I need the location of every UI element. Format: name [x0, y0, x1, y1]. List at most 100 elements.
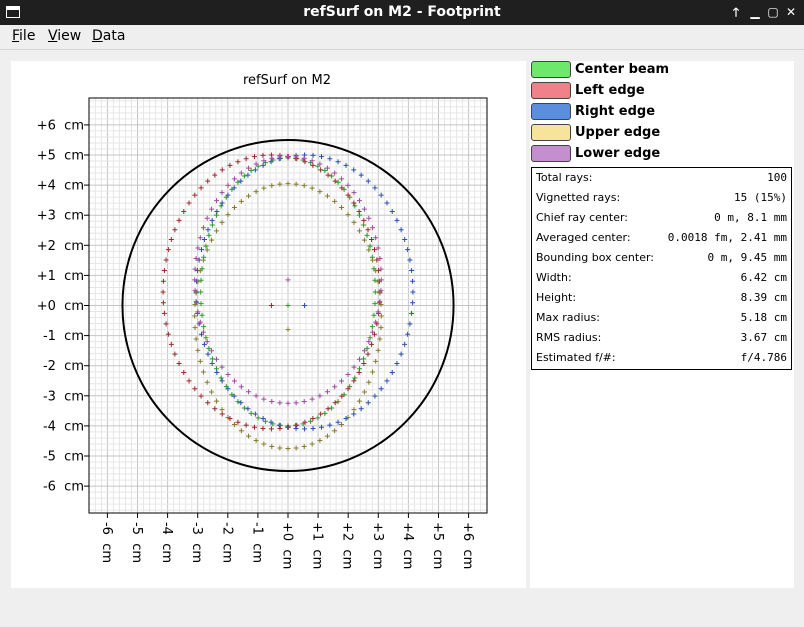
data-point	[277, 181, 283, 187]
menu-data[interactable]: Data	[92, 28, 126, 44]
stat-label: Height:	[536, 291, 577, 304]
data-point	[269, 443, 275, 449]
data-point	[352, 203, 358, 209]
data-point	[309, 158, 315, 164]
data-point	[335, 179, 341, 185]
title-bar[interactable]: refSurf on M2 - Footprint 🡑 ▁ ▢ ✕	[0, 0, 804, 25]
data-point	[302, 159, 308, 165]
data-point	[369, 324, 375, 330]
data-point	[365, 351, 371, 357]
data-point	[373, 319, 379, 325]
data-point	[200, 225, 206, 231]
data-point	[356, 208, 362, 214]
data-point	[172, 227, 178, 233]
stat-value: 0.0018 fm, 2.41 mm	[667, 231, 787, 244]
data-point	[192, 277, 198, 283]
data-point	[293, 425, 299, 431]
data-point	[358, 406, 364, 412]
data-point	[370, 225, 376, 231]
data-point	[277, 445, 283, 451]
data-point	[310, 415, 316, 421]
data-point	[192, 325, 198, 331]
stat-row: Height: 8.39 cm	[532, 288, 791, 308]
aperture-circle	[121, 138, 455, 473]
data-point	[195, 279, 201, 285]
stat-value: 6.42 cm	[740, 271, 787, 284]
data-point	[370, 257, 376, 263]
x-tick-label: -3 cm	[189, 522, 204, 563]
data-point	[332, 178, 338, 184]
close-icon[interactable]: ✕	[785, 5, 797, 19]
minimize-icon[interactable]: ▁	[750, 5, 760, 19]
data-point	[309, 396, 315, 402]
data-point	[165, 247, 171, 253]
x-tick-label: -1 cm	[249, 522, 264, 563]
data-point	[238, 384, 244, 390]
menu-view[interactable]: View	[48, 28, 82, 44]
data-point	[255, 415, 261, 421]
stat-value: 15 (15%)	[734, 191, 787, 204]
data-point	[373, 268, 379, 274]
data-point	[219, 378, 225, 384]
data-point	[351, 378, 357, 384]
data-point	[176, 361, 182, 367]
data-point	[200, 257, 206, 263]
data-point	[375, 347, 381, 353]
data-point	[358, 172, 364, 178]
y-tick-label: +6 cm	[37, 118, 84, 133]
x-tick-label: -6 cm	[99, 522, 114, 563]
data-point	[253, 161, 259, 167]
data-point	[365, 227, 371, 233]
data-point	[200, 329, 206, 335]
data-point	[293, 154, 299, 160]
data-point	[332, 428, 338, 434]
footprint-chart[interactable]: refSurf on M2 +6 cm +5 cm +4 cm +3 cm +2 cm +…	[11, 61, 526, 588]
data-point	[369, 341, 375, 347]
window-menu-icon[interactable]	[6, 6, 20, 18]
data-point	[324, 433, 330, 439]
data-point	[168, 237, 174, 243]
data-point	[277, 154, 283, 160]
data-point	[251, 424, 257, 430]
stat-value: 3.67 cm	[740, 331, 787, 344]
data-point	[192, 386, 198, 392]
legend-swatch	[531, 103, 571, 120]
data-point	[219, 190, 225, 196]
data-point	[196, 257, 202, 263]
data-point	[317, 393, 323, 399]
legend-swatch	[531, 145, 571, 162]
data-point	[375, 279, 381, 285]
data-point	[345, 212, 351, 218]
menu-file[interactable]: File	[12, 28, 36, 44]
data-point	[310, 425, 316, 431]
data-point	[329, 405, 335, 411]
data-point	[317, 189, 323, 195]
data-point	[227, 162, 233, 168]
statistics-table: Total rays: 100 Vignetted rays: 15 (15%) Chi…	[531, 167, 792, 370]
x-tick-label: -4 cm	[159, 522, 174, 563]
data-point	[225, 212, 231, 218]
data-point	[361, 389, 367, 395]
maximize-icon[interactable]: ▢	[767, 5, 779, 19]
keep-above-icon[interactable]: 🡑	[732, 5, 740, 19]
y-tick-label: +4 cm	[37, 179, 84, 194]
data-point	[361, 206, 367, 212]
data-point	[204, 339, 210, 345]
data-point	[405, 247, 411, 253]
data-point	[268, 159, 274, 165]
data-point	[285, 445, 291, 451]
data-point	[361, 222, 367, 228]
data-point	[345, 192, 351, 198]
data-point	[225, 386, 231, 392]
data-point	[193, 255, 199, 261]
y-tick-label: +5 cm	[37, 149, 84, 164]
data-point	[389, 369, 395, 375]
data-point	[309, 185, 315, 191]
data-point	[317, 437, 323, 443]
data-point	[219, 411, 225, 417]
data-point	[339, 393, 345, 399]
data-point	[366, 339, 372, 345]
stat-row: Max radius: 5.18 cm	[532, 308, 791, 328]
data-point	[198, 301, 204, 307]
stat-value: 5.18 cm	[740, 311, 787, 324]
